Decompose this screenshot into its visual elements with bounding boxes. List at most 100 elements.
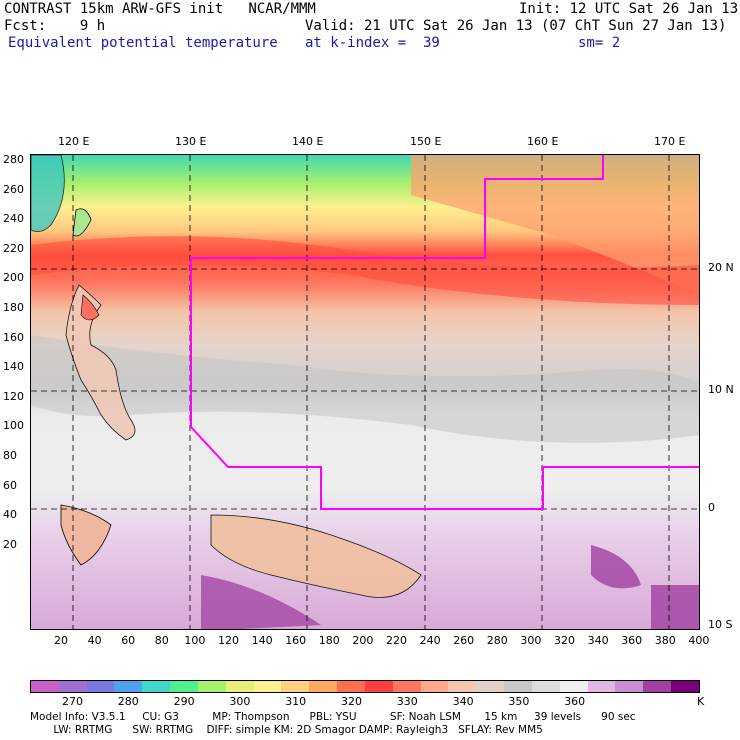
x-grid-label: 260	[453, 634, 475, 647]
y-grid-label: 80	[3, 449, 17, 462]
y-grid-label: 160	[3, 330, 24, 344]
theta-e-map	[30, 154, 700, 630]
nested-domain-outline	[190, 155, 699, 510]
colorbar-cell	[337, 681, 365, 692]
y-grid-label: 140	[3, 360, 24, 374]
colorbar-cell	[420, 681, 449, 692]
lon-label: 120 E	[58, 135, 90, 148]
colorbar-cell	[615, 681, 644, 692]
purple-patch-south	[201, 575, 321, 629]
map-canvas	[31, 155, 699, 629]
footer-model-info: Model Info: V3.5.1 CU: G3 MP: Thompson P…	[30, 711, 636, 723]
china-coast	[31, 155, 65, 233]
x-grid-label: 220	[386, 634, 407, 647]
x-grid-label: 300	[520, 634, 542, 647]
header-model-title: CONTRAST 15km ARW-GFS init NCAR/MMM	[4, 1, 316, 17]
x-grid-label: 140	[251, 634, 273, 647]
x-grid-label: 180	[318, 634, 340, 647]
lon-label: 140 E	[292, 135, 324, 148]
colorbar-label: 330	[396, 695, 418, 708]
x-grid-label: 360	[621, 634, 643, 647]
colorbar-cell	[170, 681, 198, 692]
header-level: at k-index = 39	[305, 35, 440, 51]
x-grid-label: 400	[688, 634, 710, 647]
y-grid-label: 180	[3, 301, 24, 314]
colorbar-label: 310	[285, 695, 307, 708]
colorbar-label: 300	[229, 695, 251, 708]
colorbar-cell	[559, 681, 588, 692]
colorbar-cell	[86, 681, 115, 692]
footer-physics-info: LW: RRTMG SW: RRTMG DIFF: simple KM: 2D …	[30, 724, 543, 736]
colorbar-cell	[643, 681, 672, 692]
colorbar-label: 290	[173, 695, 195, 708]
colorbar-cell	[114, 681, 143, 692]
header-field-name: Equivalent potential temperature	[8, 35, 278, 51]
y-grid-label: 280	[3, 153, 24, 166]
lon-label: 130 E	[175, 135, 207, 148]
header-init-time: Init: 12 UTC Sat 26 Jan 13	[519, 1, 739, 17]
colorbar-label: 280	[117, 695, 139, 708]
purple-patch-southeast	[651, 585, 699, 629]
lat-label: 10 S	[708, 618, 733, 631]
colorbar-unit: K	[697, 695, 705, 708]
lat-label: 10 N	[708, 383, 734, 396]
colorbar-label: 270	[62, 695, 83, 708]
lon-label: 150 E	[410, 135, 442, 148]
colorbar-cell	[142, 681, 171, 692]
colorbar-label: 340	[452, 695, 474, 708]
lat-label: 0	[708, 501, 715, 514]
colorbar-cell	[504, 681, 532, 692]
colorbar-cell	[476, 681, 505, 692]
lon-label: 170 E	[654, 135, 686, 148]
x-grid-label: 160	[285, 634, 307, 647]
colorbar-cell	[448, 681, 477, 692]
x-grid-label: 80	[154, 634, 169, 647]
sulawesi-island	[60, 504, 112, 566]
colorbar-cell	[225, 681, 254, 692]
x-grid-label: 200	[352, 634, 374, 647]
header-valid-time: Valid: 21 UTC Sat 26 Jan 13 (07 ChT Sun …	[305, 18, 727, 34]
y-grid-label: 260	[3, 182, 24, 196]
philippines-landmass	[65, 284, 136, 441]
lat-label: 20 N	[708, 261, 734, 274]
x-grid-label: 40	[87, 634, 102, 647]
luzon-warm-spot	[80, 294, 100, 321]
x-grid-label: 100	[184, 634, 206, 647]
colorbar-cell	[31, 681, 59, 692]
x-grid-label: 60	[121, 634, 136, 647]
colorbar-cell	[392, 681, 421, 692]
colorbar-cell	[281, 681, 310, 692]
y-grid-label: 240	[3, 212, 24, 226]
colorbar-label: 360	[564, 695, 586, 708]
colorbar-cell	[671, 681, 699, 692]
colorbar-cell	[587, 681, 616, 692]
lon-label: 160 E	[527, 135, 559, 148]
header-forecast-hour: Fcst: 9 h	[4, 18, 106, 34]
y-grid-label: 60	[3, 478, 17, 492]
new-guinea-island	[210, 514, 422, 598]
colorbar-cell	[309, 681, 338, 692]
header-smoothing: sm= 2	[578, 35, 621, 51]
colorbar-cell	[197, 681, 226, 692]
x-grid-label: 380	[654, 634, 676, 647]
y-grid-label: 200	[3, 271, 24, 285]
x-grid-label: 20	[54, 634, 68, 647]
colorbar-label: 320	[341, 695, 362, 708]
x-grid-label: 280	[486, 634, 508, 647]
y-grid-label: 220	[3, 241, 24, 255]
purple-patch-east	[591, 545, 641, 589]
taiwan-island	[72, 208, 92, 237]
colorbar-cell	[253, 681, 282, 692]
y-grid-label: 120	[3, 389, 24, 403]
colorbar-cell	[364, 681, 393, 692]
colorbar-label: 350	[508, 695, 530, 708]
warm-band-northeast	[411, 155, 699, 295]
cool-gray-band	[31, 335, 699, 443]
y-grid-label: 20	[3, 537, 17, 551]
x-grid-label: 340	[587, 634, 609, 647]
colorbar	[30, 680, 700, 693]
y-grid-label: 40	[3, 508, 17, 522]
y-grid-label: 100	[3, 419, 24, 433]
colorbar-cell	[58, 681, 87, 692]
warm-band-330k	[31, 236, 699, 305]
